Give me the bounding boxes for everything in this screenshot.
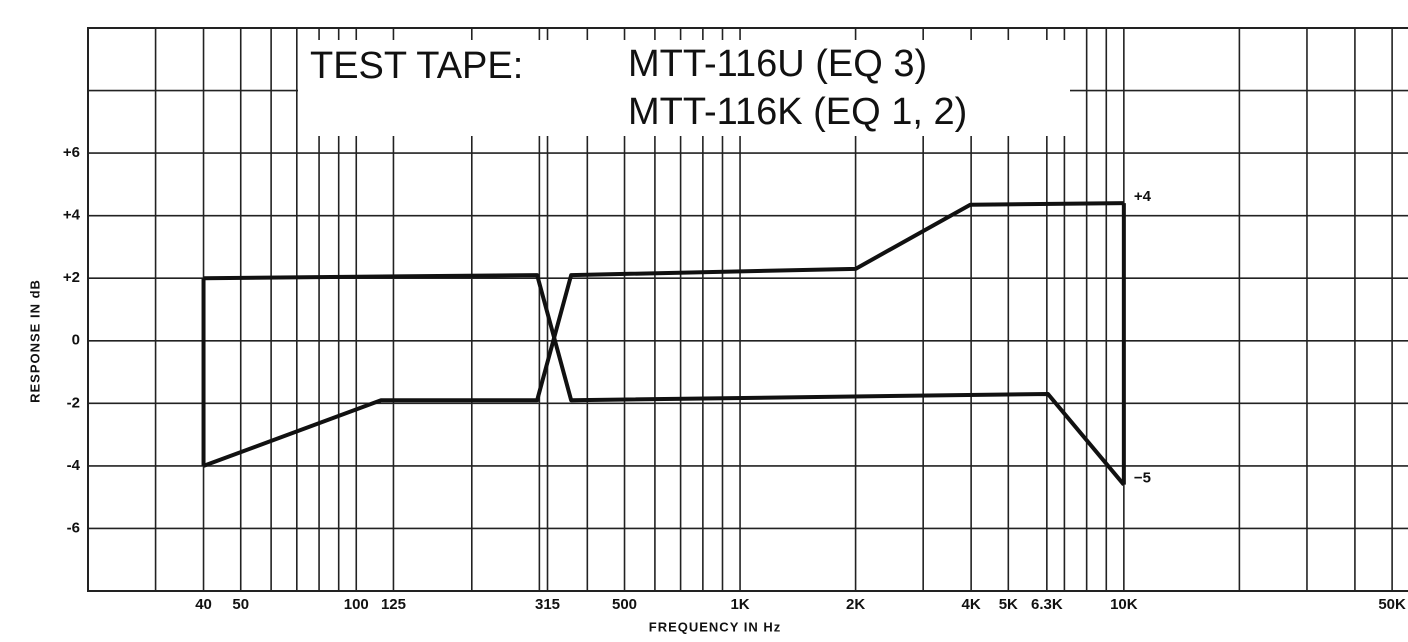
annotation: −5 [1134,470,1151,487]
annotation: +4 [1134,188,1152,205]
x-tick-label: 125 [381,596,406,613]
x-tick-label: 10K [1110,596,1138,613]
chart-title: TEST TAPE: [310,45,523,87]
y-tick-label: -2 [67,394,80,411]
x-tick-label: 500 [612,596,637,613]
plot-frame [87,27,1408,592]
chart-title: MTT-116K (EQ 1, 2) [628,91,967,133]
x-tick-label: 315 [535,596,560,613]
x-tick-label: 2K [846,596,865,613]
title-box [298,40,1070,136]
line-series [203,273,1126,486]
line-series [202,201,1124,468]
x-tick-label: 1K [730,596,749,613]
y-tick-label: 0 [72,332,80,349]
x-tick-label: 50 [232,596,249,613]
y-tick-label: +2 [63,269,80,286]
x-tick-label: 100 [344,596,369,613]
x-tick-label: 4K [962,596,981,613]
x-tick-label: 50K [1378,596,1406,613]
x-tick-label: 40 [195,596,212,613]
x-tick-label: 5K [999,596,1018,613]
y-tick-label: -4 [67,457,81,474]
x-tick-label: 6.3K [1031,596,1063,613]
y-tick-label: +4 [63,207,81,224]
x-axis-label: FREQUENCY IN Hz [649,619,782,634]
y-tick-label: +6 [63,144,80,161]
y-axis-label: RESPONSE IN dB [27,279,42,403]
chart-title: MTT-116U (EQ 3) [628,43,927,85]
y-tick-label: -6 [67,519,80,536]
